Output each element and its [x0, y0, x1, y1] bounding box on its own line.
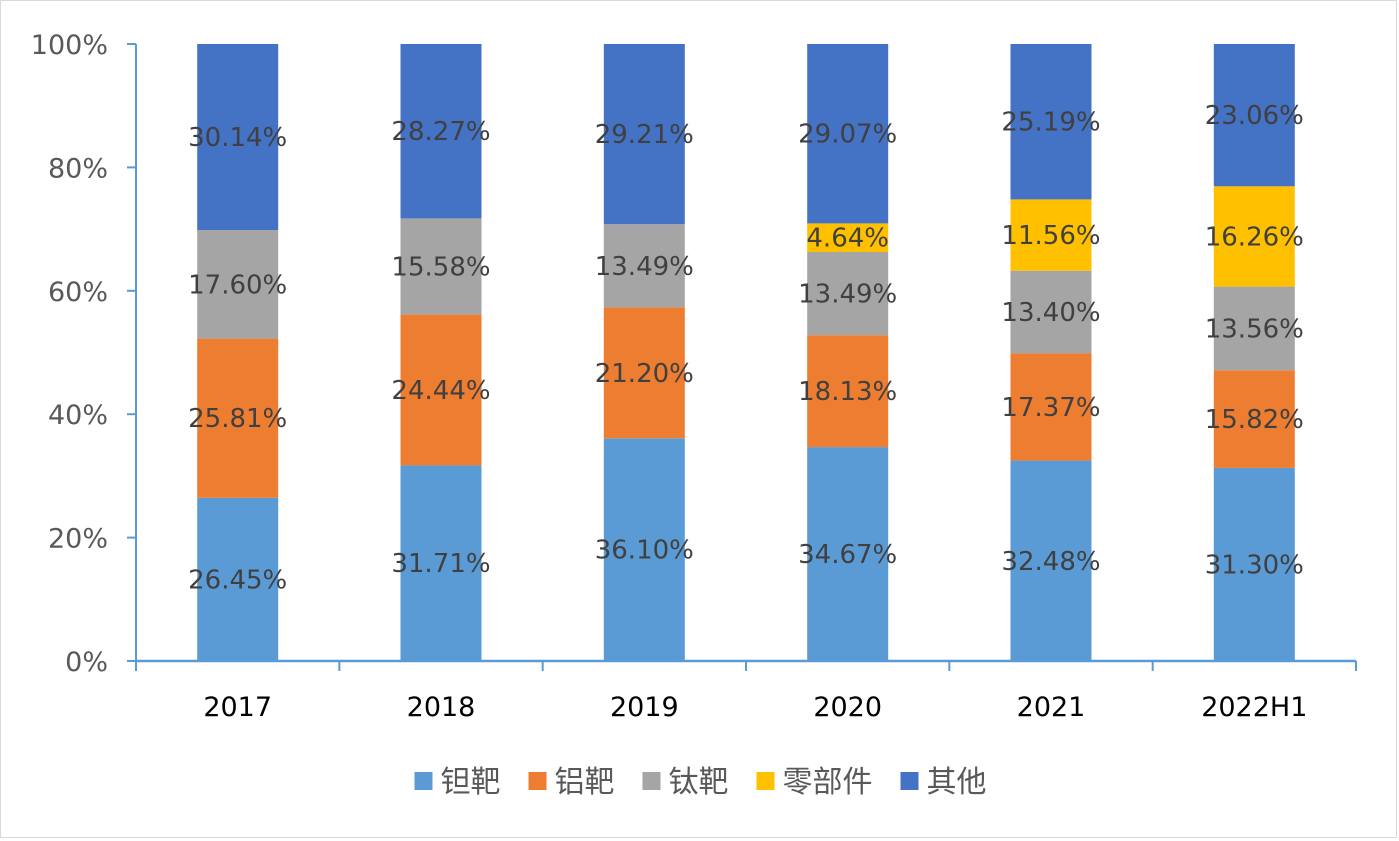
- data-label-2022H1-3: 16.26%: [1205, 222, 1304, 252]
- bar-segment-2018-1: [400, 314, 482, 466]
- bar-segment-2017-4: [197, 44, 279, 230]
- bar-segment-2020-0: [807, 447, 889, 661]
- legend-item-3: 零部件: [756, 765, 873, 800]
- x-tick-label: 2020: [813, 692, 882, 723]
- legend-swatch: [414, 772, 433, 790]
- legend-swatch: [528, 772, 547, 790]
- axes-layer: 0% 20% 40% 60% 80% 100% 2017 2018 2019 2020 2021 20…: [31, 30, 1357, 723]
- legend-label: 钛靶: [669, 765, 729, 800]
- data-label-2020-3: 4.64%: [806, 224, 889, 254]
- data-label-2018-4: 28.27%: [391, 117, 490, 147]
- bar-segment-2020-3: [807, 223, 889, 252]
- data-label-2022H1-2: 13.56%: [1205, 314, 1304, 344]
- bar-segment-2021-4: [1010, 44, 1092, 200]
- legend-item-1: 铝靶: [528, 765, 615, 800]
- y-tick-label: 40%: [48, 400, 108, 431]
- data-label-2018-1: 24.44%: [391, 376, 490, 406]
- bar-segment-2018-0: [400, 465, 482, 661]
- bar-segment-2019-2: [603, 224, 685, 308]
- bar-segment-2021-2: [1010, 270, 1092, 354]
- legend: 钽靶 铝靶 钛靶 零部件 其他: [414, 765, 987, 800]
- legend-item-0: 钽靶: [414, 765, 501, 800]
- data-label-2019-4: 29.21%: [595, 120, 694, 150]
- data-label-2020-2: 13.49%: [798, 280, 897, 310]
- y-tick-label: 100%: [31, 30, 108, 61]
- data-label-2018-2: 15.58%: [391, 253, 490, 283]
- bar-segment-2020-2: [807, 252, 889, 336]
- data-labels-layer: 26.45% 25.81% 17.60% 30.14% 31.71% 24.44% 15.5…: [188, 101, 1304, 595]
- data-label-2020-0: 34.67%: [798, 540, 897, 570]
- bar-segment-2019-0: [603, 438, 685, 661]
- data-label-2021-3: 11.56%: [1001, 221, 1100, 251]
- bar-segment-2021-1: [1010, 353, 1092, 461]
- bar-segment-2017-0: [197, 497, 279, 661]
- data-label-2017-1: 25.81%: [188, 404, 287, 434]
- legend-item-2: 钛靶: [642, 765, 729, 800]
- x-tick-label: 2018: [407, 692, 476, 723]
- bar-segment-2018-4: [400, 44, 482, 219]
- bar-segment-2017-2: [197, 230, 279, 339]
- data-label-2020-1: 18.13%: [798, 377, 897, 407]
- x-tick-label: 2017: [203, 692, 272, 723]
- bar-segment-2020-1: [807, 335, 889, 448]
- data-label-2022H1-0: 31.30%: [1205, 550, 1304, 580]
- y-tick-label: 80%: [48, 153, 108, 184]
- legend-swatch: [900, 772, 919, 790]
- y-tick-label: 20%: [48, 524, 108, 555]
- data-label-2021-4: 25.19%: [1001, 108, 1100, 138]
- data-label-2019-0: 36.10%: [595, 536, 694, 566]
- legend-label: 钽靶: [441, 765, 501, 800]
- legend-swatch: [642, 772, 661, 790]
- legend-swatch: [756, 772, 775, 790]
- bar-segment-2018-2: [400, 218, 482, 315]
- bar-segment-2019-1: [603, 307, 685, 439]
- data-label-2022H1-4: 23.06%: [1205, 101, 1304, 131]
- bars-layer: [197, 44, 1295, 661]
- legend-label: 零部件: [783, 765, 873, 800]
- data-label-2021-2: 13.40%: [1001, 298, 1100, 328]
- bar-segment-2022H1-2: [1213, 286, 1295, 371]
- bar-segment-2022H1-0: [1213, 467, 1295, 661]
- bar-segment-2021-3: [1010, 199, 1092, 271]
- bar-segment-2017-1: [197, 338, 279, 498]
- y-tick-label: 0%: [65, 647, 108, 678]
- y-tick-label: 60%: [48, 277, 108, 308]
- bar-segment-2021-0: [1010, 460, 1092, 661]
- bar-segment-2020-4: [807, 44, 889, 224]
- data-label-2017-0: 26.45%: [188, 565, 287, 595]
- x-tick-label: 2022H1: [1201, 692, 1307, 723]
- data-label-2022H1-1: 15.82%: [1205, 405, 1304, 435]
- data-label-2021-1: 17.37%: [1001, 393, 1100, 423]
- data-label-2017-4: 30.14%: [188, 123, 287, 153]
- bar-segment-2022H1-3: [1213, 186, 1295, 287]
- legend-label: 其他: [927, 765, 987, 800]
- data-label-2021-0: 32.48%: [1001, 547, 1100, 577]
- x-tick-label: 2019: [610, 692, 679, 723]
- data-label-2017-2: 17.60%: [188, 270, 287, 300]
- bar-segment-2022H1-4: [1213, 44, 1295, 187]
- bar-segment-2019-4: [603, 44, 685, 225]
- x-tick-label: 2021: [1017, 692, 1086, 723]
- data-label-2020-4: 29.07%: [798, 120, 897, 150]
- data-label-2019-1: 21.20%: [595, 359, 694, 389]
- data-label-2019-2: 13.49%: [595, 252, 694, 282]
- legend-label: 铝靶: [555, 765, 615, 800]
- bar-segment-2022H1-1: [1213, 370, 1295, 468]
- legend-item-4: 其他: [900, 765, 987, 800]
- data-label-2018-0: 31.71%: [391, 549, 490, 579]
